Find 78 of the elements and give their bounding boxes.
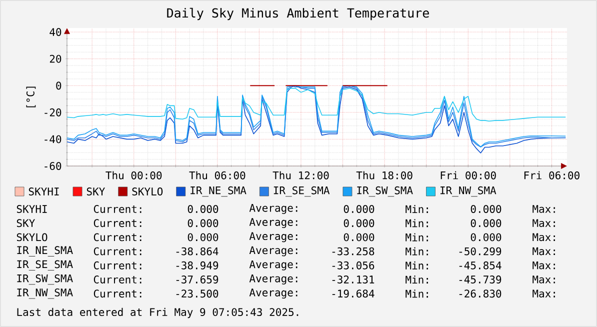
y-tick-label: -60	[44, 162, 62, 170]
text: Min:	[406, 247, 428, 256]
text: SKY	[16, 219, 35, 228]
x-tick-label: Thu 18:00	[356, 171, 412, 180]
text: -37.659	[176, 276, 218, 284]
y-tick-label: 20	[50, 54, 62, 63]
text: Current:	[94, 205, 142, 213]
text: Average:	[249, 260, 298, 270]
text: Max:	[532, 247, 555, 256]
legend-label: IR_SW_SMA	[357, 186, 413, 197]
text: 0.000	[188, 219, 218, 228]
text: Average:	[249, 288, 298, 299]
text: Current:	[94, 261, 142, 270]
text: Max:	[532, 205, 555, 213]
text: Max:	[532, 219, 555, 228]
x-tick-label: Fri 00:00	[440, 171, 496, 180]
legend-label: IR_NW_SMA	[440, 186, 496, 197]
text: Average:	[249, 218, 298, 228]
text: 0.000	[344, 219, 374, 228]
legend-label: SKY	[86, 188, 105, 196]
x-tick-label: Thu 00:00	[106, 171, 162, 180]
legend-label: SKYHI	[28, 188, 59, 196]
text: 0.000	[344, 233, 374, 242]
text: -33.258	[332, 247, 374, 256]
text: Last data entered at Fri May 9 07:05:43 2025.	[17, 308, 298, 318]
text: -19.684	[332, 290, 374, 298]
x-tick-label: Thu 12:00	[272, 171, 329, 180]
text: Average:	[249, 274, 298, 284]
text: -50.299	[459, 247, 502, 256]
text: Min:	[406, 261, 428, 270]
text: Current:	[94, 290, 142, 298]
x-tick-label: Fri 06:00	[524, 171, 580, 180]
y-tick-label: 0	[56, 82, 62, 90]
text: 0.000	[344, 205, 374, 213]
text: Max:	[532, 261, 555, 270]
text: 0.000	[470, 219, 502, 228]
text: Average:	[249, 246, 298, 256]
text: Average:	[249, 232, 298, 242]
y-tick-label: -20	[44, 108, 62, 116]
y-tick-label: -40	[44, 135, 62, 144]
text: Average:	[249, 204, 298, 214]
text: 0.000	[188, 205, 218, 213]
text: Current:	[94, 233, 142, 242]
text: IR_NW_SMA	[17, 288, 73, 299]
text: -45.854	[459, 261, 502, 270]
text: IR_SE_SMA	[17, 260, 73, 271]
text: IR_NE_SMA	[17, 246, 73, 256]
text: -26.830	[459, 290, 502, 298]
text: Min:	[406, 219, 428, 228]
text: Max:	[532, 233, 555, 242]
text: -45.739	[459, 276, 502, 284]
chart-title: Daily Sky Minus Ambient Temperature	[167, 8, 429, 20]
text: Current:	[94, 247, 142, 256]
text: 0.000	[470, 205, 502, 213]
text: SKYLO	[16, 233, 48, 242]
y-tick-label: 40	[50, 28, 62, 36]
text: -38.864	[176, 247, 218, 256]
y-axis-title: [°C]	[26, 86, 36, 108]
text: -33.056	[332, 261, 374, 270]
text: Max:	[532, 276, 555, 284]
text: Min:	[406, 205, 428, 213]
text: Min:	[406, 233, 428, 242]
text: 0.000	[188, 233, 218, 242]
text: Max:	[532, 290, 555, 298]
text: Current:	[94, 219, 142, 228]
text: -38.949	[176, 261, 218, 270]
text: -32.131	[332, 276, 374, 284]
text: Current:	[94, 276, 142, 284]
text: -23.500	[176, 290, 218, 298]
legend-label: IR_NE_SMA	[190, 186, 246, 197]
text: SKYHI	[16, 205, 47, 213]
legend-label: SKYLO	[132, 188, 163, 196]
text: 0.000	[470, 233, 502, 242]
x-tick-label: Thu 06:00	[189, 171, 246, 180]
text: IR_SW_SMA	[17, 274, 73, 285]
text: Min:	[406, 290, 428, 298]
legend-label: IR_SE_SMA	[274, 186, 330, 197]
text: Min:	[406, 276, 428, 284]
